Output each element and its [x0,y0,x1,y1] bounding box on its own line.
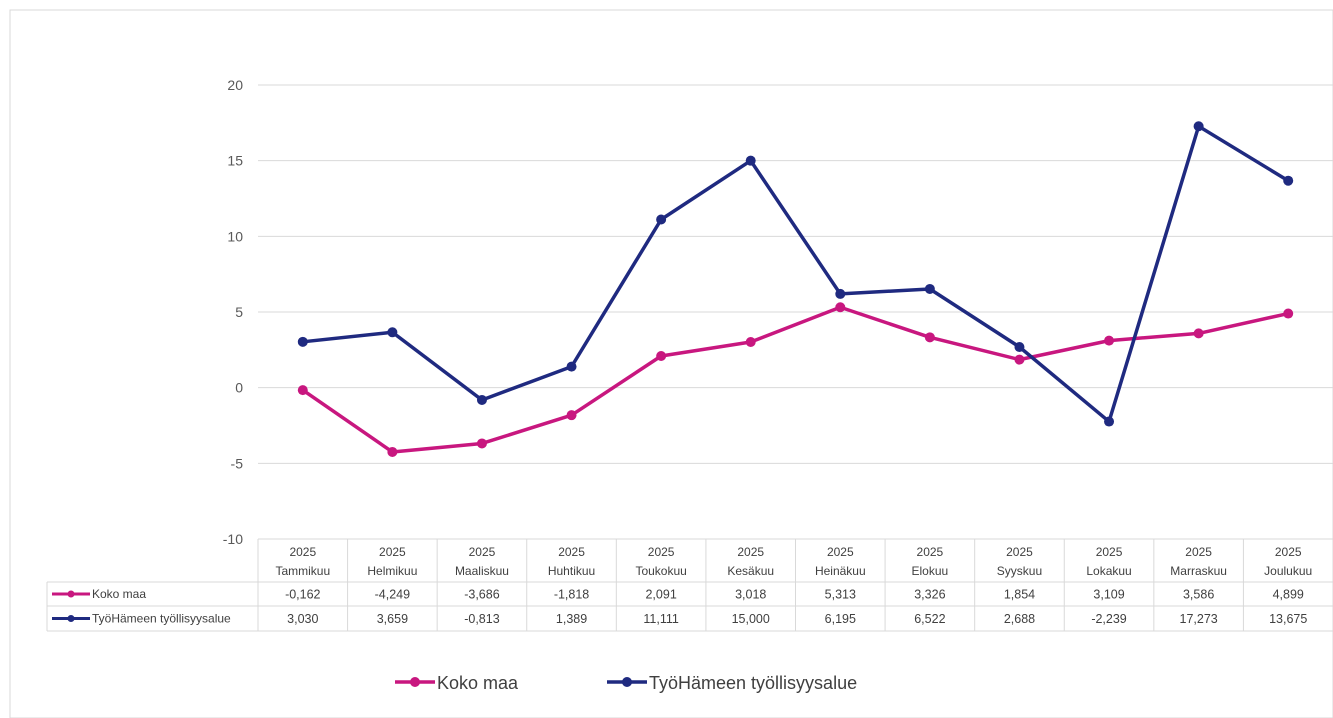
legend-key-marker [410,677,420,687]
data-point [1104,416,1115,427]
category-year-label: 2025 [648,545,675,559]
category-year-label: 2025 [469,545,496,559]
data-point [566,410,577,421]
data-point [1193,328,1204,339]
category-month-label: Kesäkuu [727,564,774,578]
table-cell-value: 3,030 [287,612,318,626]
legend-label: Koko maa [437,673,519,693]
category-year-label: 2025 [1185,545,1212,559]
category-month-label: Elokuu [912,564,949,578]
gridlines [9,9,1333,718]
table-legend-key-marker [67,615,75,622]
data-table: 2025 Tammikuu 2025 Helmikuu 2025 Maaliskuu 202… [46,539,1333,632]
data-point [835,288,846,299]
y-tick-label: 20 [227,77,243,93]
legend-key-marker [622,677,632,687]
category-month-label: Toukokuu [635,564,686,578]
data-point [924,283,935,294]
table-cell-value: 3,659 [377,612,408,626]
category-month-label: Syyskuu [997,564,1042,578]
y-axis-ticks: 20 15 10 5 0 -5 -10 [223,77,243,547]
data-point [835,302,846,313]
table-cell-value: -0,813 [464,612,499,626]
data-point [745,155,756,166]
table-cell-value: 3,109 [1093,588,1124,602]
data-point [656,351,667,362]
data-point [1283,175,1294,186]
y-tick-label: -10 [223,531,243,547]
category-month-label: Joulukuu [1264,564,1312,578]
data-point [1193,121,1204,132]
table-cell-value: -1,818 [554,588,589,602]
legend: Koko maa TyöHämeen työllisyysalue [395,673,857,693]
table-cell-value: 6,195 [825,612,856,626]
data-point [1283,308,1294,319]
table-cell-value: 11,111 [643,612,678,626]
y-tick-label: 0 [235,380,243,396]
data-point [476,394,487,405]
series-line [302,124,1290,424]
data-point [297,336,308,347]
data-point [387,446,398,457]
data-point [745,336,756,347]
table-cell-value: 1,854 [1004,588,1035,602]
category-month-label: Helmikuu [367,564,417,578]
category-month-label: Marraskuu [1170,564,1227,578]
category-year-label: 2025 [558,545,585,559]
data-point [1104,335,1115,346]
legend-label: TyöHämeen työllisyysalue [649,673,857,693]
chart-border [9,9,1333,718]
data-point [1014,341,1025,352]
category-year-label: 2025 [1275,545,1302,559]
y-tick-label: 15 [227,153,243,169]
y-tick-label: 5 [235,304,243,320]
table-cell-value: -2,239 [1091,612,1126,626]
data-point [387,327,398,338]
table-cell-value: 3,326 [914,588,945,602]
category-month-label: Heinäkuu [815,564,866,578]
table-cell-value: 3,586 [1183,588,1214,602]
table-cell-value: -4,249 [375,588,410,602]
series-line [301,305,1289,454]
table-cell-value: 5,313 [825,588,856,602]
data-point [1014,354,1025,365]
category-month-label: Tammikuu [275,564,330,578]
series-lines [297,121,1294,457]
table-cell-value: -0,162 [285,588,320,602]
y-tick-label: -5 [231,455,244,471]
data-point [476,438,487,449]
category-month-label: Lokakuu [1086,564,1131,578]
category-year-label: 2025 [289,545,316,559]
table-cell-value: 6,522 [914,612,945,626]
y-tick-label: 10 [227,228,243,244]
category-year-label: 2025 [1006,545,1033,559]
table-legend-key-marker [67,590,75,598]
table-cell-value: 4,899 [1273,588,1304,602]
category-month-label: Huhtikuu [548,564,595,578]
table-cell-value: 2,091 [645,588,676,602]
data-point [566,361,577,372]
table-cell-value: -3,686 [464,588,499,602]
table-cell-value: 17,273 [1180,612,1218,626]
table-cell-value: 1,389 [556,612,587,626]
data-point [924,332,935,343]
table-cell-value: 2,688 [1004,612,1035,626]
category-year-label: 2025 [827,545,854,559]
table-cell-value: 15,000 [732,612,770,626]
table-cell-value: 13,675 [1269,612,1307,626]
category-year-label: 2025 [737,545,764,559]
category-year-label: 2025 [917,545,944,559]
table-cell-value: 3,018 [735,588,766,602]
category-year-label: 2025 [1096,545,1123,559]
table-series-name: Koko maa [92,587,146,601]
data-point [297,385,308,396]
category-year-label: 2025 [379,545,406,559]
category-month-label: Maaliskuu [455,564,509,578]
data-point [656,214,667,225]
table-series-name: TyöHämeen työllisyysalue [92,612,231,626]
